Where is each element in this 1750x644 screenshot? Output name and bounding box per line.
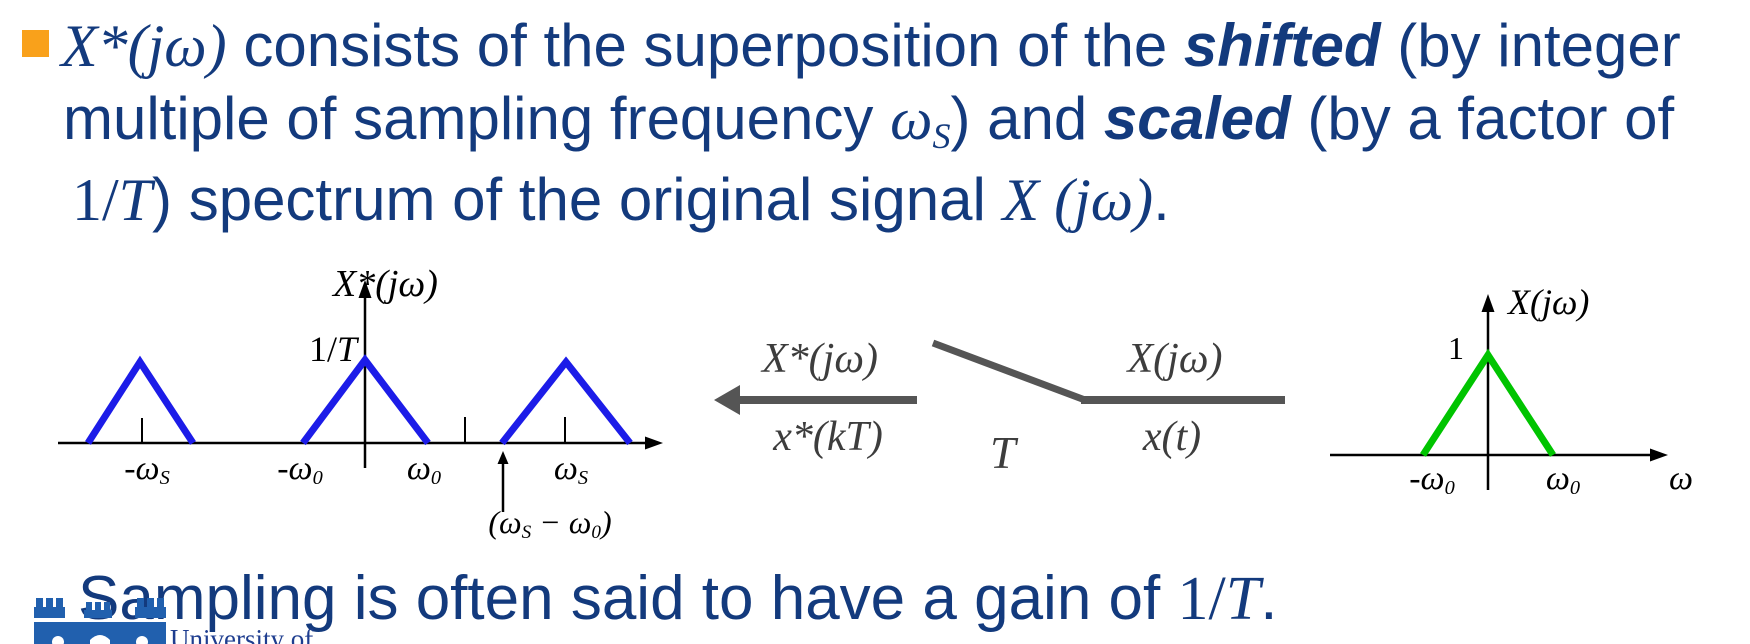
right-plot-tick-label-w0: ω0 [1545,460,1581,499]
text-segment: consists of the superposition of the [226,12,1184,79]
label-sub: S [577,466,589,489]
left-plot-tick-label-ws: ωS [553,450,589,489]
math-x-star-jw: X*(jω) [61,13,227,79]
university-logo-wordmark: University of [170,626,313,644]
math-one-over: 1/ [1177,565,1226,633]
right-plot-tick-label-neg-w0: -ω0 [1409,460,1455,499]
text-segment: ) spectrum of the original signal [152,166,1003,233]
math-omega-sub: S [932,115,951,156]
spectrum-triangle-original [1420,348,1556,457]
university-castle-logo-icon [34,598,166,644]
sampler-input-spectrum-label: X(jω) [1128,338,1223,380]
bullet-text-line-2: multiple of sampling frequency ωS) and s… [63,86,1674,154]
left-plot-y-axis-arrow-icon [358,280,372,298]
label-text: X(jω) [1508,282,1590,322]
text-segment: (by integer [1380,12,1681,79]
left-plot-peak-label: 1/T [255,331,357,367]
sampler-switch-blade [931,339,1087,404]
left-plot-tick-label-w0: ω0 [406,450,442,489]
label-sub: S [159,466,170,489]
label-text: X*(jω) [762,336,878,382]
spectrum-triangle-left [85,355,196,445]
text-segment: . [1153,166,1170,233]
label-sub: 0 [1444,476,1455,499]
label-text: T [336,329,357,369]
sampler-input-signal-label: x(t) [1143,416,1201,458]
right-plot-y-axis-label: X(jω) [1508,284,1589,320]
sampler-output-signal-label: x*(kT) [773,416,883,458]
label-text: ω [553,450,578,487]
text-segment: multiple of sampling frequency [63,85,891,152]
sampler-period-label: T [990,430,1016,476]
footer-statement: Sampling is often said to have a gain of… [78,565,1277,633]
label-text: 1 [1448,330,1464,366]
left-plot-x-axis-arrow-icon [645,436,663,450]
label-text: x*(kT) [773,414,883,460]
label-text: x(t) [1142,414,1202,460]
bullet-text-line-1: X*(jω) consists of the superposition of … [61,13,1681,79]
text-segment: . [1260,564,1278,633]
label-sub: 0 [1569,476,1581,499]
math-T: T [118,167,153,233]
text-segment: (by a factor of [1290,85,1675,152]
right-plot-x-axis-var-label: ω [1669,462,1693,496]
bullet-text-line-3: 1/T) spectrum of the original signal X (… [72,167,1170,233]
emphasis-scaled: scaled [1103,85,1291,152]
label-sub: 0 [430,466,442,489]
math-one-over: 1/ [72,167,119,233]
label-text: X*(jω) [333,263,438,305]
right-plot-y-axis-arrow-icon [1481,294,1495,312]
label-sub: S [521,521,532,543]
text-segment: Sampling is often said to have a gain of [78,564,1178,633]
math-omega: ω [890,86,933,152]
bullet-marker-icon [22,30,49,57]
label-text: ) [600,504,612,540]
emphasis-shifted: shifted [1183,12,1381,79]
left-plot-y-axis-label: X*(jω) [333,265,438,303]
label-text: -ω [277,450,313,487]
label-text: -ω [124,450,160,487]
label-text: -ω [1409,460,1445,497]
label-sub: 0 [591,521,601,543]
left-plot-annotation-ws-minus-w0: (ωS − ω0) [488,504,612,542]
math-T: T [1225,565,1261,633]
label-text: University of [170,624,314,644]
label-text: (ω [488,504,522,540]
label-text: − ω [531,504,592,540]
sampler-output-arrow-icon [714,385,740,415]
left-plot-tick-label-neg-w0: -ω0 [277,450,323,489]
sampler-output-spectrum-label: X*(jω) [762,338,878,380]
left-plot-tick-label-neg-ws: -ωS [124,450,170,489]
label-text: X(jω) [1127,336,1223,382]
label-text: ω [406,450,431,487]
math-x-jw: X (jω) [1002,167,1154,233]
right-plot-x-axis-arrow-icon [1650,448,1668,462]
label-sub: 0 [312,466,323,489]
label-text: ω [1545,460,1570,497]
text-segment: ) and [950,85,1104,152]
annotation-arrow-icon [497,451,509,464]
spectrum-triangle-right [499,356,633,446]
spectrum-triangle-center [300,354,431,446]
right-plot-peak-label: 1 [1448,332,1464,364]
label-text: ω [1668,460,1694,497]
label-text: 1/ [308,329,337,369]
label-text: T [990,427,1016,478]
